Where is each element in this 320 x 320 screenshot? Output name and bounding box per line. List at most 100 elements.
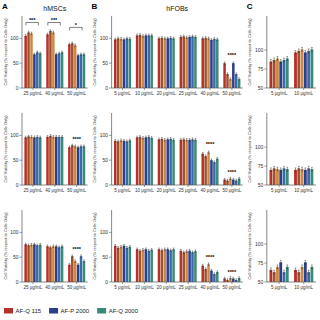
y-axis-label: Cell Viability (% respect to Cells Only) [3,115,8,183]
bar [307,51,310,88]
error-bar [217,38,219,40]
x-tick-label: 40 μg/mL [201,188,220,193]
bar [58,53,61,88]
bar [27,32,30,88]
bar [126,248,129,282]
x-tick-label: 10 μg/mL [135,91,154,96]
y-tick [20,232,23,233]
x-tick-label: 10 μg/mL [294,285,313,290]
panel-title: hFOBs [166,5,188,12]
y-tick-label: 75 [258,66,264,72]
bar [164,140,167,185]
bar [68,265,71,282]
error-bar [301,47,303,51]
bar [117,38,120,88]
y-tick-label: 50 [13,60,19,66]
error-bar [77,263,79,265]
error-bar [145,248,147,250]
panel-letter: C [247,2,253,11]
y-tick-label: 0 [16,182,19,188]
error-bar [53,245,55,247]
y-tick [20,282,23,283]
y-tick-label: 50 [103,254,109,260]
x-tick-label: 20 μg/mL [157,285,176,290]
error-bar [308,270,310,274]
bar [307,168,310,185]
error-bar [227,279,229,281]
y-tick [264,244,267,245]
bar [166,139,169,185]
error-bar [164,139,166,141]
x-tick-label: 25 μg/mL [24,285,43,290]
bar [201,154,204,185]
error-bar [238,277,240,279]
error-bar [158,138,160,140]
bar [71,145,74,185]
error-bar [117,140,119,142]
error-bar [195,36,197,38]
bar [213,162,216,185]
x-axis [112,282,243,283]
bar [68,44,71,88]
error-bar [161,249,163,251]
bar [24,244,27,282]
y-tick-label: 50 [258,85,264,91]
error-bar [158,37,160,39]
bar [166,249,169,282]
error-bar [238,78,240,80]
error-bar [208,151,210,153]
y-tick [20,185,23,186]
error-bar [120,38,122,40]
error-bar [280,60,282,64]
error-bar [230,78,232,80]
y-axis [266,113,267,185]
bar [24,137,27,185]
bar [301,267,304,282]
error-bar [83,145,85,147]
bar [129,39,132,88]
marks [114,245,240,282]
bar [114,39,117,88]
x-tick-label: 25 μg/mL [179,188,198,193]
bar [183,252,186,282]
y-tick-label: 75 [258,260,264,266]
y-axis-label: Cell Viability (% respect to Cells Only) [247,115,252,183]
bar [286,169,289,185]
bar [304,170,307,185]
error-bar [39,136,41,138]
bar [55,246,58,282]
x-tick-label: 20 μg/mL [157,188,176,193]
bar [279,170,282,185]
bar [294,52,297,88]
error-bar [273,270,275,274]
error-bar [72,255,74,257]
error-bar [205,37,207,39]
bar [123,141,126,185]
error-bar [80,145,82,147]
bar [283,60,286,88]
bar [191,36,194,88]
bar [136,137,139,185]
bar [55,54,58,88]
bar [169,38,172,88]
bar [71,43,74,88]
y-tick [20,160,23,161]
error-bar [69,43,71,45]
bar [58,247,61,282]
bar [27,136,30,185]
bar [120,140,123,185]
y-tick-label: 0 [105,85,108,91]
y-axis [266,210,267,282]
bar [297,51,300,88]
bar [169,250,172,282]
error-bar [227,179,229,181]
bar [80,256,83,282]
y-tick-label: 100 [255,144,264,150]
error-bar [74,44,76,46]
bar [83,54,86,88]
marks [24,30,85,88]
error-bar [192,35,194,37]
y-tick [264,282,267,283]
significance-label: *** [29,17,36,23]
bar [148,35,151,88]
